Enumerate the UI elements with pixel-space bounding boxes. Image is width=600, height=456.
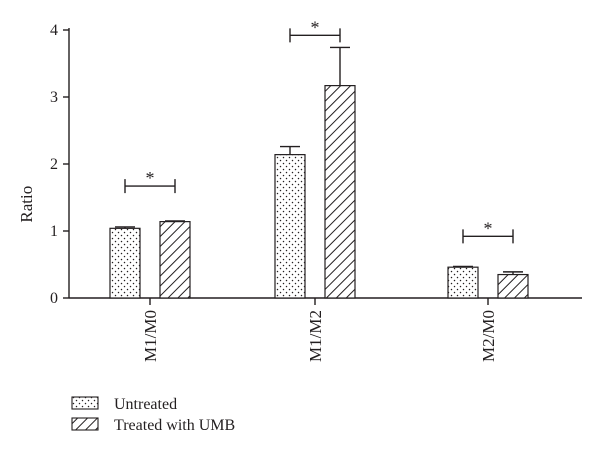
axis-labels: 0 1 2 3 4 Ratio M1/M0 M1/M2 M2/M0: [17, 22, 498, 362]
error-bars: [115, 46, 523, 275]
x-category-label: M1/M0: [141, 310, 160, 362]
y-tick-label: 0: [50, 290, 58, 307]
axes: [63, 28, 582, 305]
bar-untreated: [447, 266, 479, 299]
significance-label: *: [484, 218, 493, 238]
x-category-label: M1/M2: [306, 310, 325, 362]
bar-untreated: [109, 227, 141, 299]
y-axis-label: Ratio: [17, 186, 36, 223]
legend-swatch-treated: [71, 417, 99, 431]
y-tick-label: 1: [50, 223, 58, 240]
bar-treated: [324, 85, 356, 299]
y-tick-label: 4: [50, 22, 58, 39]
x-category-label: M2/M0: [479, 310, 498, 362]
bar-treated: [497, 273, 529, 299]
legend-label-treated: Treated with UMB: [114, 417, 235, 434]
y-tick-label: 3: [50, 89, 58, 106]
significance-brackets: * * *: [124, 17, 514, 244]
y-tick-label: 2: [50, 156, 58, 173]
bar-untreated: [274, 154, 306, 299]
bars: [109, 85, 529, 299]
legend: Untreated Treated with UMB: [71, 396, 235, 434]
bar-treated: [159, 221, 191, 299]
significance-label: *: [146, 168, 155, 188]
legend-swatch-untreated: [71, 396, 99, 410]
legend-label-untreated: Untreated: [114, 396, 177, 413]
significance-label: *: [311, 17, 320, 37]
